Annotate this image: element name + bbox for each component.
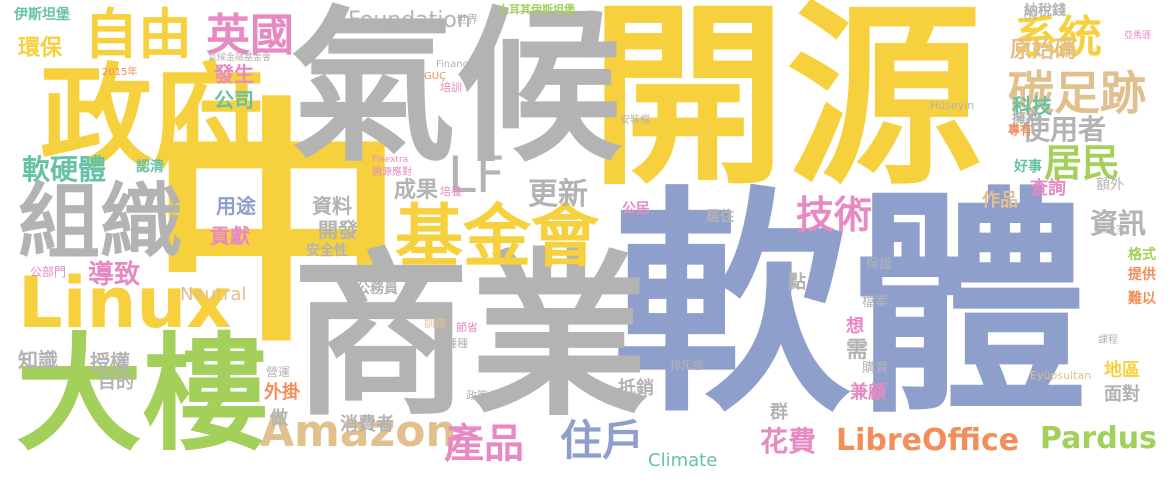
word-huafei: 花費: [760, 425, 817, 458]
word-lf: LF: [448, 146, 505, 204]
word-anquanxing: 安全性: [306, 243, 348, 259]
word-ziliao: 資料: [312, 194, 352, 218]
word-huanbao: 環保: [18, 36, 63, 61]
word-yamaxun: 亞馬遜: [1124, 31, 1152, 41]
word-libreoffice: LibreOffice: [836, 423, 1020, 458]
word-tigong: 提供: [1128, 267, 1156, 283]
word-istanbul: 伊斯坦堡: [14, 7, 70, 23]
word-jiesheng: 節省: [456, 321, 478, 334]
word-linux: Linux: [18, 262, 232, 344]
word-chengguo: 成果: [394, 178, 439, 203]
word-daozhi: 導致: [88, 260, 141, 290]
word-turkey-istanbul: 土耳其伊斯坦堡: [498, 3, 575, 16]
word-baozheng: 保證: [866, 257, 893, 272]
word-goumai: 購買: [862, 361, 889, 376]
word-2015: 2015年: [102, 67, 138, 78]
word-eyupsultan: Eyüpsultan: [1030, 369, 1092, 382]
word-ruanti: 軟體: [612, 168, 1088, 445]
word-zhengfu: 政府: [40, 53, 264, 183]
word-zhongzhong: 種種: [446, 337, 468, 350]
word-amazon: Amazon: [260, 406, 457, 457]
word-kaifa: 開發: [318, 218, 358, 242]
word-juzhu: 居住: [706, 209, 734, 225]
word-finance: Finance: [436, 59, 475, 70]
word-gongwuyuan: 公務員: [356, 281, 398, 297]
word-anzhuangdang: 安裝檔: [620, 115, 650, 126]
word-gongbumen: 公部門: [30, 265, 67, 279]
word-dixiao: 抵銷: [618, 378, 654, 399]
word-gongsi: 公司: [214, 88, 254, 112]
word-dian: 點: [788, 272, 806, 293]
word-tanzuji: 碳足跡: [1008, 66, 1146, 120]
word-gongxian: 貢獻: [210, 224, 250, 248]
word-pardus: Pardus: [1040, 421, 1157, 456]
word-nanyi: 難以: [1128, 291, 1156, 307]
word-fasheng: 發生: [214, 62, 254, 86]
word-shiyongzhe: 使用者: [1022, 113, 1107, 146]
word-shangye: 商業: [292, 233, 648, 440]
word-jiangu: 兼顧: [850, 382, 886, 403]
word-yongtu: 用途: [216, 194, 256, 218]
word-dangan: 檔案: [862, 295, 889, 310]
word-jumin: 居民: [1044, 141, 1121, 185]
word-kaiyuan: 開源: [590, 0, 983, 212]
word-geshi: 格式: [1128, 247, 1156, 263]
word-zhishi: 知識: [18, 348, 58, 372]
word-zuzhi: 組織: [18, 175, 183, 270]
word-miandui: 面對: [1104, 384, 1140, 405]
word-ewai: 額外: [1096, 177, 1124, 193]
word-zixun: 資訊: [1090, 207, 1147, 240]
word-yuanshima: 原始碼: [1010, 38, 1077, 63]
word-jijinhui: 基金會: [395, 198, 600, 277]
word-paichigan: 排斥感: [670, 359, 703, 372]
word-yingyun: 營運: [266, 365, 291, 379]
word-dalou: 大樓: [16, 321, 268, 468]
word-qihou: 氣候: [290, 0, 622, 185]
word-chanpin: 產品: [444, 421, 524, 467]
word-mudi: 目的: [98, 372, 134, 393]
word-nashuiqian: 納稅錢: [1024, 3, 1066, 19]
word-zuopin: 作品: [982, 190, 1018, 211]
word-ruanyingti: 軟硬體: [22, 153, 107, 186]
word-xitong: 系統: [1014, 12, 1102, 63]
word-kaiyuan-yingdui: 開源應對: [372, 167, 412, 178]
word-jishu: 技術: [796, 193, 873, 237]
word-haoshi: 好事: [1014, 159, 1042, 175]
word-gongmin: 公民: [622, 201, 650, 217]
word-finextra: Finextra: [372, 155, 409, 165]
word-kecheng: 課程: [1098, 335, 1118, 346]
word-guc: GUÇ: [424, 71, 447, 82]
word-yongbao: 擁抱: [1012, 111, 1040, 127]
word-xiaofeizhe: 消費者: [340, 414, 394, 435]
word-chaxun: 查詢: [1030, 178, 1066, 199]
word-peiyang: 培養: [440, 185, 462, 198]
word-diqu: 地區: [1104, 360, 1140, 381]
word-os: OS: [1024, 13, 1037, 23]
word-renqing: 認清: [136, 159, 164, 175]
word-peixun: 培訓: [440, 81, 462, 94]
word-neutral: Neutral: [180, 284, 247, 305]
word-zuo: 做: [270, 408, 288, 429]
word-keji: 科技: [1012, 94, 1052, 118]
word-gengxin: 更新: [528, 177, 588, 212]
word-shijie: 世界: [456, 13, 478, 26]
word-zhong: 中: [148, 77, 406, 377]
word-zhengce: 政策: [466, 389, 488, 402]
word-ziyou: 自由: [84, 3, 192, 66]
word-climate-finance-foundation: 氣候金融基金會: [208, 53, 272, 63]
word-shouquan: 授權: [90, 350, 130, 374]
word-waigua: 外掛: [264, 382, 300, 403]
word-qun: 群: [770, 402, 788, 423]
word-zhuhu: 住戶: [560, 416, 645, 465]
word-xunlian: 訓練: [424, 317, 446, 330]
word-bangongshi: 辦公室: [1096, 225, 1126, 236]
word-yingguo: 英國: [206, 10, 294, 61]
word-xiang: 想: [846, 316, 864, 337]
word-foundation: Foundation: [348, 8, 471, 33]
word-huseyin: Hüseyin: [930, 99, 975, 112]
word-xu: 需: [846, 338, 869, 363]
word-zhuanyou: 專有: [1008, 123, 1033, 137]
word-climate: Climate: [648, 450, 718, 471]
